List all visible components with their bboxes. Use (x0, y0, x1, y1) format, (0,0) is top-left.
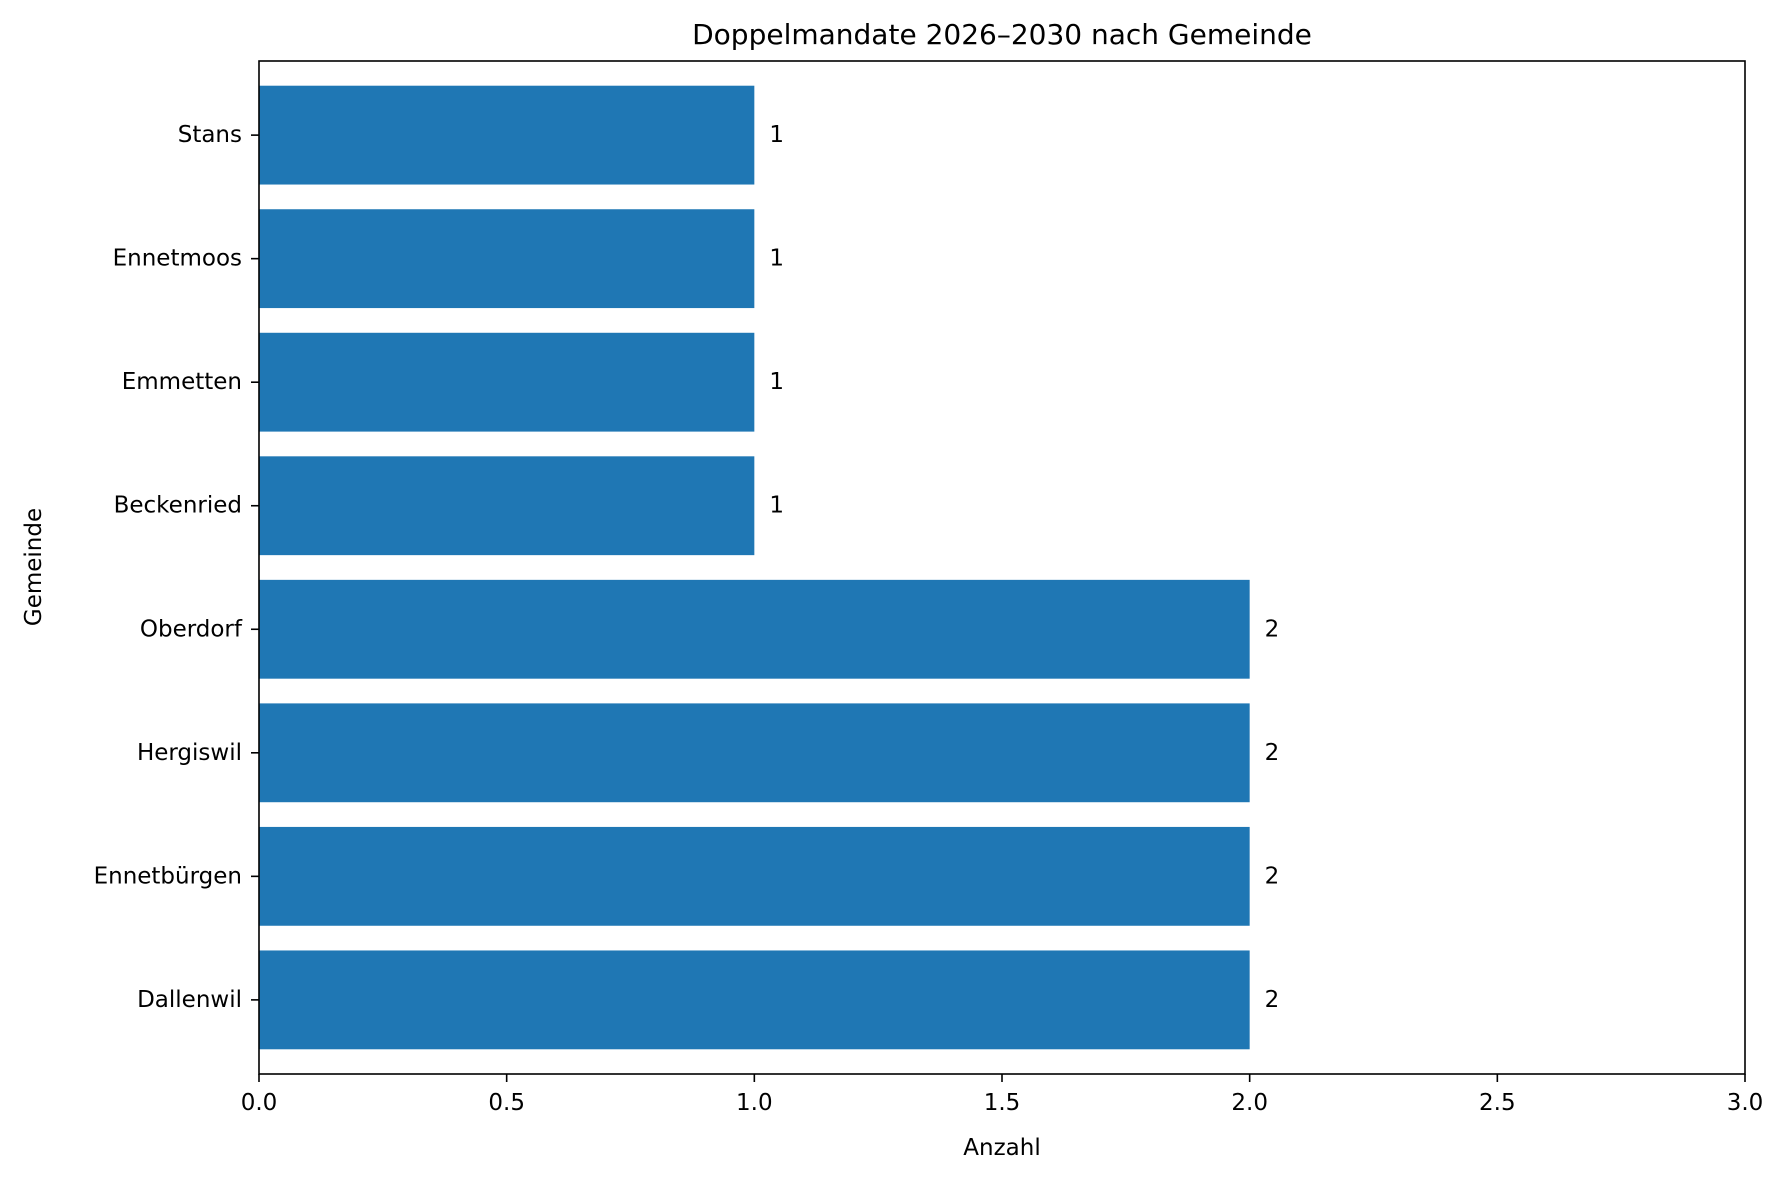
y-tick-label-emmetten: Emmetten (122, 369, 242, 395)
x-tick-label: 1.5 (984, 1090, 1021, 1116)
data-label-stans: 1 (769, 122, 784, 148)
x-tick-label: 2.5 (1479, 1090, 1516, 1116)
bars-group (259, 85, 1250, 1050)
data-label-ennetmoos: 1 (769, 246, 784, 272)
x-tick-label: 0.0 (241, 1090, 278, 1116)
x-tick-label: 0.5 (488, 1090, 525, 1116)
bar-stans (259, 85, 755, 185)
bar-hergiswil (259, 703, 1250, 803)
chart-title: Doppelmandate 2026–2030 nach Gemeinde (692, 18, 1312, 51)
x-axis-label: Anzahl (963, 1135, 1040, 1161)
data-label-dallenwil: 2 (1265, 987, 1280, 1013)
data-label-emmetten: 1 (769, 369, 784, 395)
y-axis-ticks: Dallenwil Ennetbürgen Hergiswil Oberdorf Bec… (94, 122, 259, 1013)
bar-ennetmoos (259, 209, 755, 309)
x-tick-label: 3.0 (1727, 1090, 1764, 1116)
y-axis-label: Gemeinde (21, 508, 47, 626)
y-tick-label-hergiswil: Hergiswil (137, 740, 242, 766)
bar-ennetburgen (259, 826, 1250, 926)
bar-emmetten (259, 332, 755, 432)
plot-area-frame (258, 60, 1746, 1075)
data-label-beckenried: 1 (769, 493, 784, 519)
y-tick-label-oberdorf: Oberdorf (140, 616, 243, 642)
bar-dallenwil (259, 950, 1250, 1050)
bar-oberdorf (259, 579, 1250, 679)
x-tick-label: 2.0 (1231, 1090, 1268, 1116)
data-label-ennetburgen: 2 (1265, 863, 1280, 889)
y-tick-label-beckenried: Beckenried (114, 493, 242, 519)
y-tick-label-ennetmoos: Ennetmoos (113, 246, 242, 272)
data-label-oberdorf: 2 (1265, 616, 1280, 642)
y-tick-label-ennetburgen: Ennetbürgen (94, 863, 242, 889)
x-tick-label: 1.0 (736, 1090, 773, 1116)
y-tick-label-stans: Stans (178, 122, 242, 148)
data-labels-group: 2 2 2 2 1 1 1 1 (769, 122, 1279, 1013)
x-axis-ticks: 0.0 0.5 1.0 1.5 2.0 2.5 3.0 (241, 1074, 1764, 1116)
data-label-hergiswil: 2 (1265, 740, 1280, 766)
bar-beckenried (259, 456, 755, 556)
y-tick-label-dallenwil: Dallenwil (137, 987, 242, 1013)
